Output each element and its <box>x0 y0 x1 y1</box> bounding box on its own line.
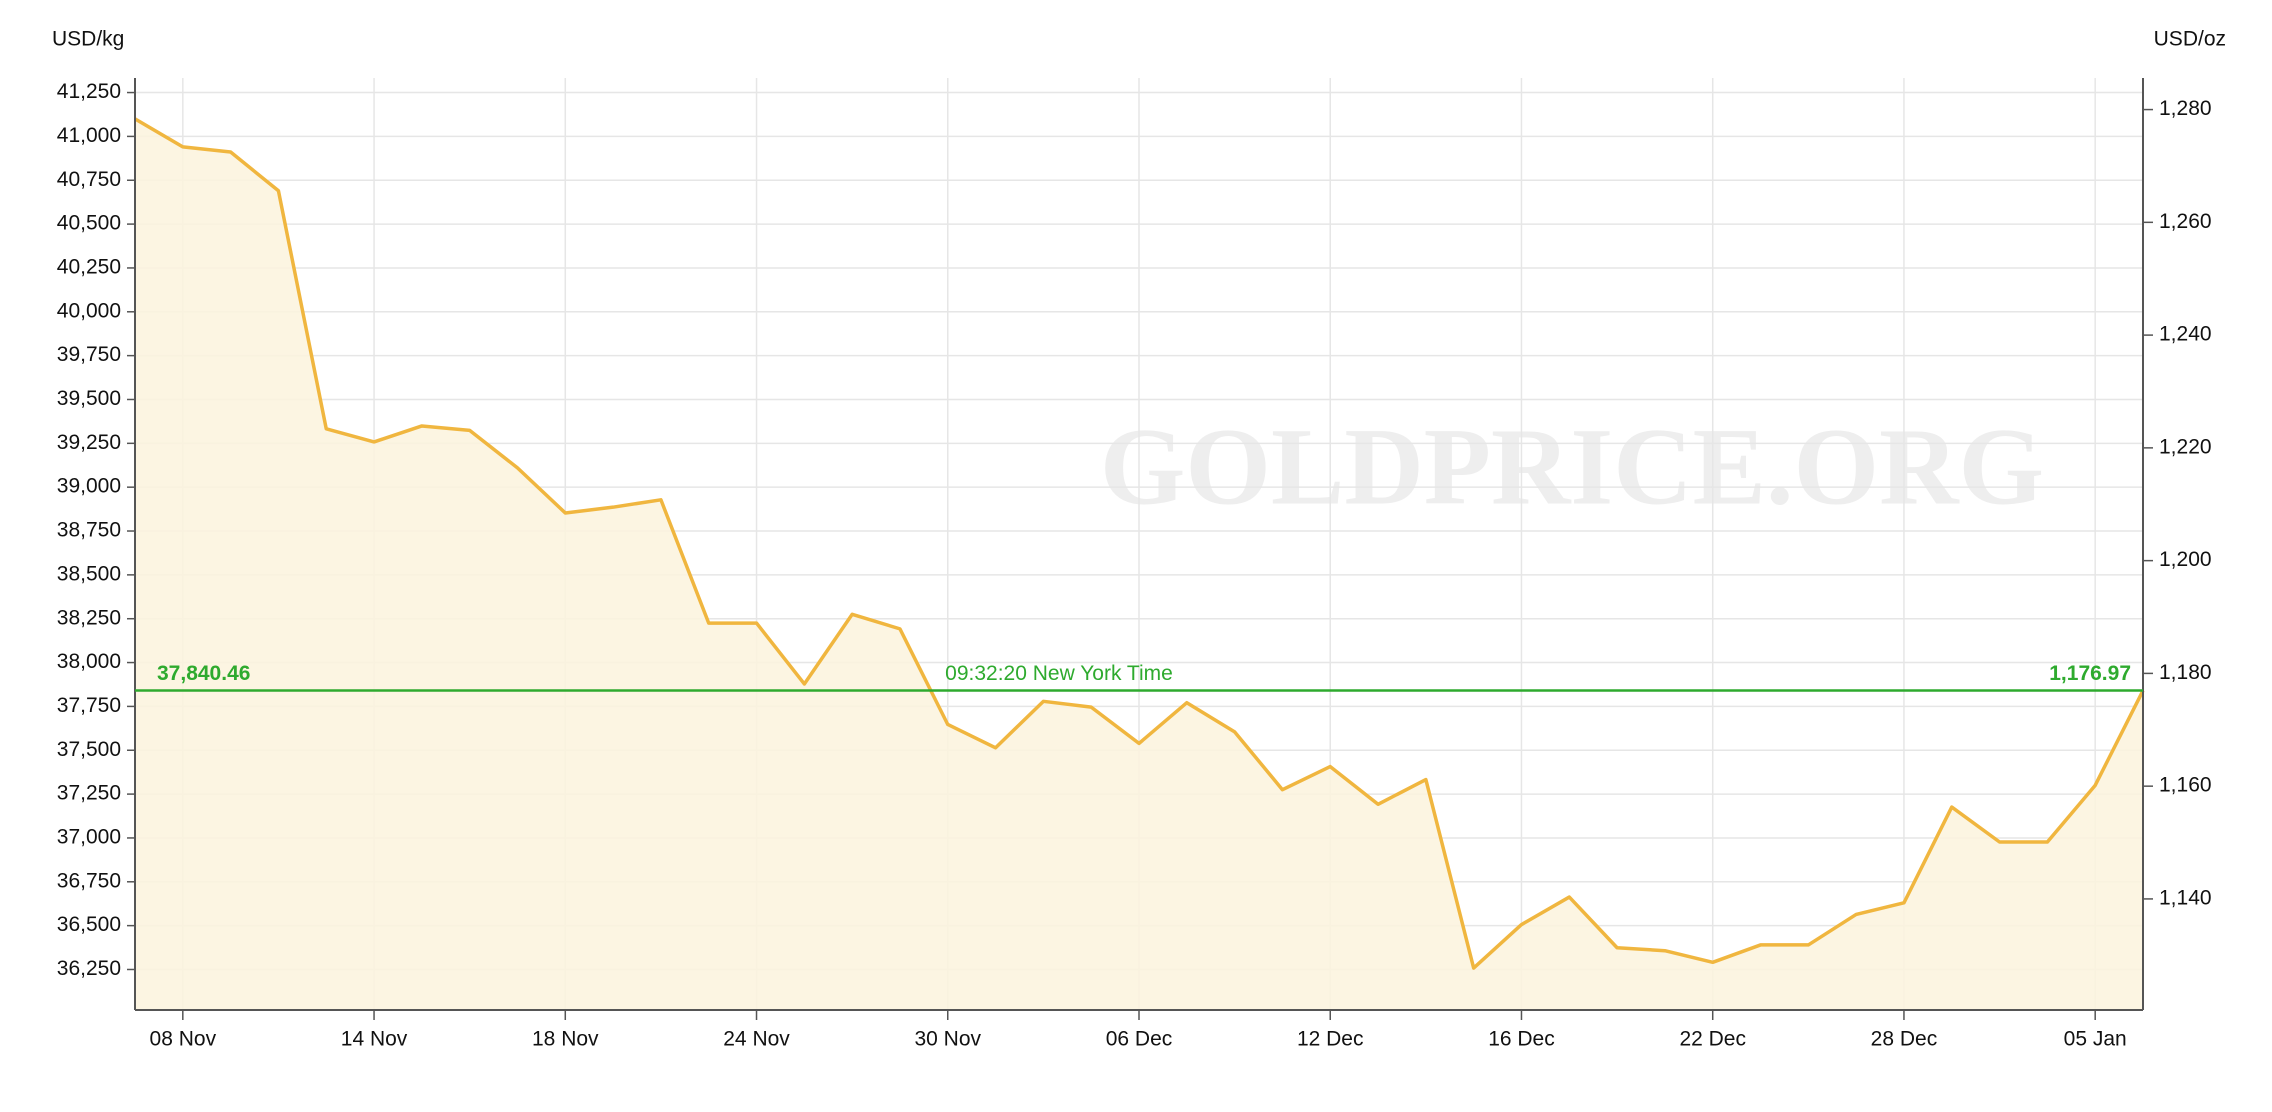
y-tick-label: 36,250 <box>57 957 121 980</box>
y-tick-label: 39,000 <box>57 475 121 498</box>
y-tick-label: 37,250 <box>57 782 121 805</box>
y-tick-label: 40,750 <box>57 168 121 191</box>
y-tick-label: 38,500 <box>57 562 121 585</box>
y-tick-label: 40,500 <box>57 212 121 235</box>
y2-tick-label: 1,260 <box>2159 210 2212 233</box>
y2-tick-label: 1,200 <box>2159 548 2212 571</box>
x-tick-label: 12 Dec <box>1297 1028 1364 1051</box>
y-tick-label: 40,000 <box>57 299 121 322</box>
x-tick-label: 22 Dec <box>1679 1028 1746 1051</box>
y2-tick-label: 1,220 <box>2159 435 2212 458</box>
y-tick-label: 36,750 <box>57 869 121 892</box>
y-tick-label: 41,250 <box>57 80 121 103</box>
current-time-label: 09:32:20 New York Time <box>945 662 1173 685</box>
y-tick-label: 39,250 <box>57 431 121 454</box>
x-tick-label: 14 Nov <box>341 1028 408 1051</box>
line <box>134 117 2145 970</box>
y2-tick-label: 1,280 <box>2159 97 2212 120</box>
y-tick-label: 37,750 <box>57 694 121 717</box>
current-price-label: 37,840.46 <box>157 662 250 685</box>
y2-tick-label: 1,160 <box>2159 774 2212 797</box>
y-tick-label: 38,750 <box>57 519 121 542</box>
y-tick-label: 38,000 <box>57 650 121 673</box>
y-tick-label: 37,500 <box>57 738 121 761</box>
x-tick-label: 28 Dec <box>1871 1028 1938 1051</box>
y-tick-label: 39,500 <box>57 387 121 410</box>
x-tick-label: 06 Dec <box>1106 1028 1173 1051</box>
y-tick-label: 39,750 <box>57 343 121 366</box>
x-tick-label: 16 Dec <box>1488 1028 1555 1051</box>
watermark: GOLDPRICE.ORG <box>1100 405 2044 527</box>
y-tick-label: 38,250 <box>57 606 121 629</box>
y2-axis-title: USD/oz <box>2154 28 2226 51</box>
current-price-label-oz: 1,176.97 <box>2049 662 2131 685</box>
area <box>135 118 2143 1011</box>
x-tick-label: 05 Jan <box>2064 1028 2127 1051</box>
y-tick-label: 41,000 <box>57 124 121 147</box>
x-tick-label: 18 Nov <box>532 1028 599 1051</box>
y-tick-label: 40,250 <box>57 255 121 278</box>
y2-tick-label: 1,140 <box>2159 886 2212 909</box>
x-tick-label: 08 Nov <box>150 1028 217 1051</box>
y-axis-title: USD/kg <box>52 28 124 51</box>
x-tick-label: 24 Nov <box>723 1028 790 1051</box>
y-tick-label: 37,000 <box>57 825 121 848</box>
y2-tick-label: 1,180 <box>2159 661 2212 684</box>
x-tick-label: 30 Nov <box>914 1028 981 1051</box>
y-tick-label: 36,500 <box>57 913 121 936</box>
y2-tick-label: 1,240 <box>2159 323 2212 346</box>
